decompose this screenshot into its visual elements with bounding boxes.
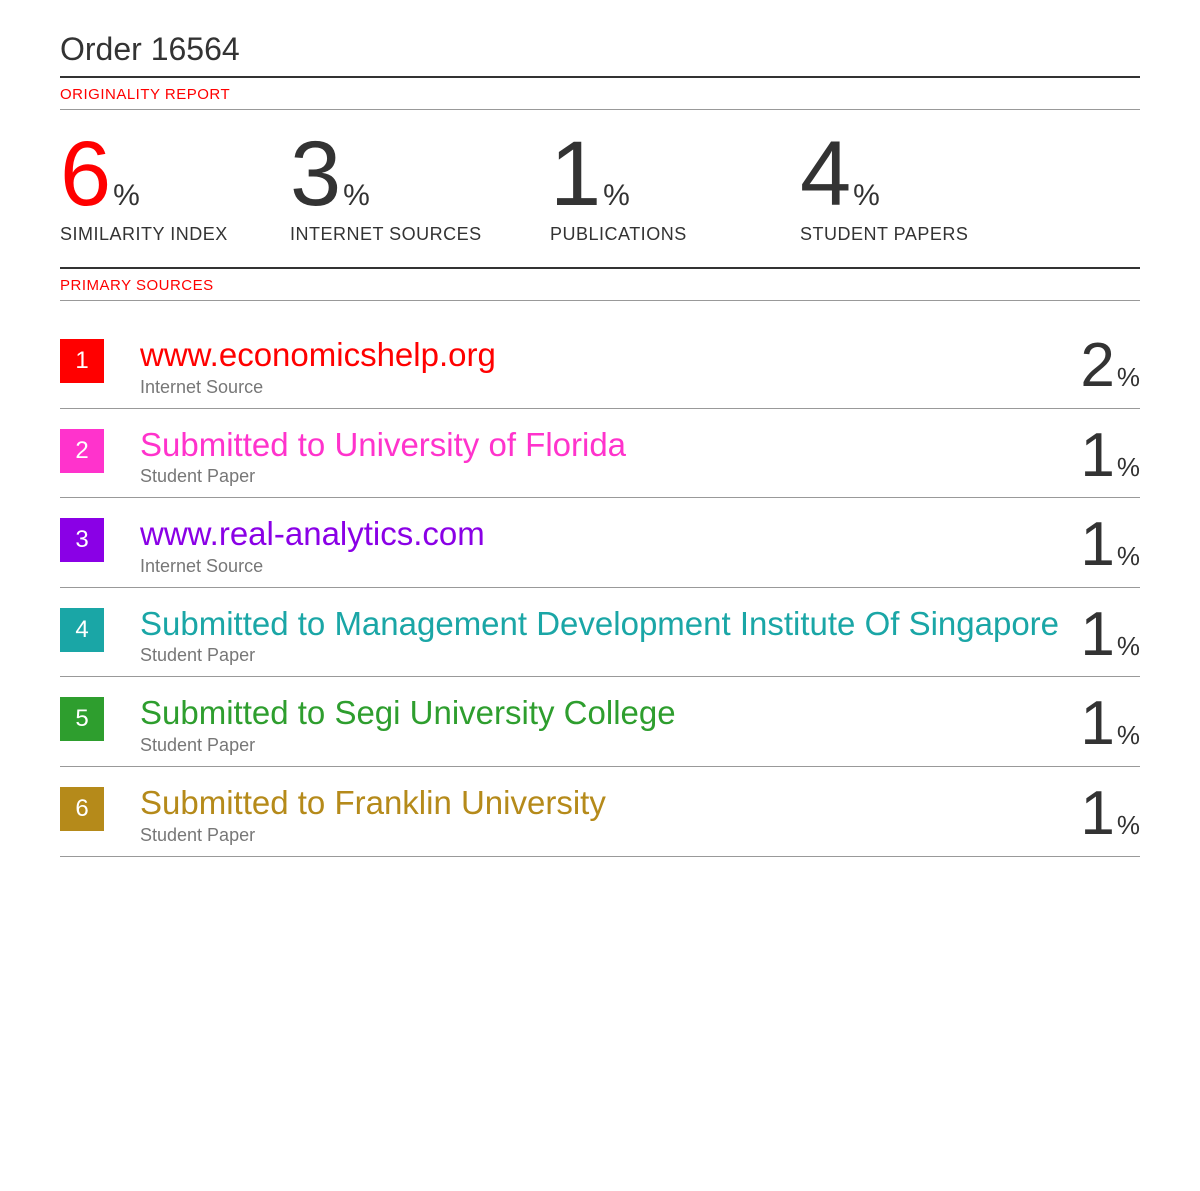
source-badge: 2 [60,429,104,473]
source-percent: 1 [1080,425,1114,487]
originality-report-label: ORIGINALITY REPORT [60,78,1140,110]
metric-unit: % [603,179,630,213]
metric-label: SIMILARITY INDEX [60,224,290,245]
percent-sign: % [1117,810,1140,841]
metric-unit: % [343,179,370,213]
metric-value: 6 [60,128,111,220]
source-type: Student Paper [140,645,1068,666]
source-type: Student Paper [140,825,1068,846]
source-percent: 1 [1080,783,1114,845]
source-row: 4 Submitted to Management Development Ins… [60,588,1140,678]
percent-sign: % [1117,631,1140,662]
source-percent: 1 [1080,604,1114,666]
source-badge: 4 [60,608,104,652]
source-type: Student Paper [140,466,1068,487]
source-title: Submitted to University of Florida [140,425,1068,465]
source-row: 3 www.real-analytics.comInternet Source 1% [60,498,1140,588]
source-type: Student Paper [140,735,1068,756]
source-row: 2 Submitted to University of FloridaStude… [60,409,1140,499]
metric-label: STUDENT PAPERS [800,224,1060,245]
metric-similarity-index: 6% SIMILARITY INDEX [60,128,290,245]
metric-value: 1 [550,128,601,220]
metric-internet-sources: 3% INTERNET SOURCES [290,128,550,245]
source-row: 5 Submitted to Segi University CollegeStu… [60,677,1140,767]
source-percent: 1 [1080,693,1114,755]
percent-sign: % [1117,541,1140,572]
percent-sign: % [1117,452,1140,483]
metric-label: PUBLICATIONS [550,224,800,245]
source-badge: 3 [60,518,104,562]
metric-value: 3 [290,128,341,220]
source-type: Internet Source [140,377,1068,398]
source-title: Submitted to Segi University College [140,693,1068,733]
percent-sign: % [1117,720,1140,751]
source-type: Internet Source [140,556,1068,577]
source-title: www.economicshelp.org [140,335,1068,375]
source-title: Submitted to Management Development Inst… [140,604,1068,644]
source-percent: 1 [1080,514,1114,576]
percent-sign: % [1117,362,1140,393]
sources-list: 1www.economicshelp.orgInternet Source2%2… [60,319,1140,857]
source-badge: 1 [60,339,104,383]
source-badge: 6 [60,787,104,831]
source-percent: 2 [1080,335,1114,397]
metric-unit: % [113,179,140,213]
source-row: 6 Submitted to Franklin UniversityStudent… [60,767,1140,857]
metric-value: 4 [800,128,851,220]
page-title: Order 16564 [60,25,1140,78]
source-row: 1 www.economicshelp.orgInternet Source 2% [60,319,1140,409]
metrics-row: 6% SIMILARITY INDEX3% INTERNET SOURCES1% PU… [60,110,1140,269]
metric-label: INTERNET SOURCES [290,224,550,245]
metric-publications: 1% PUBLICATIONS [550,128,800,245]
source-title: Submitted to Franklin University [140,783,1068,823]
source-title: www.real-analytics.com [140,514,1068,554]
metric-student-papers: 4% STUDENT PAPERS [800,128,1060,245]
primary-sources-label: PRIMARY SOURCES [60,269,1140,301]
metric-unit: % [853,179,880,213]
source-badge: 5 [60,697,104,741]
